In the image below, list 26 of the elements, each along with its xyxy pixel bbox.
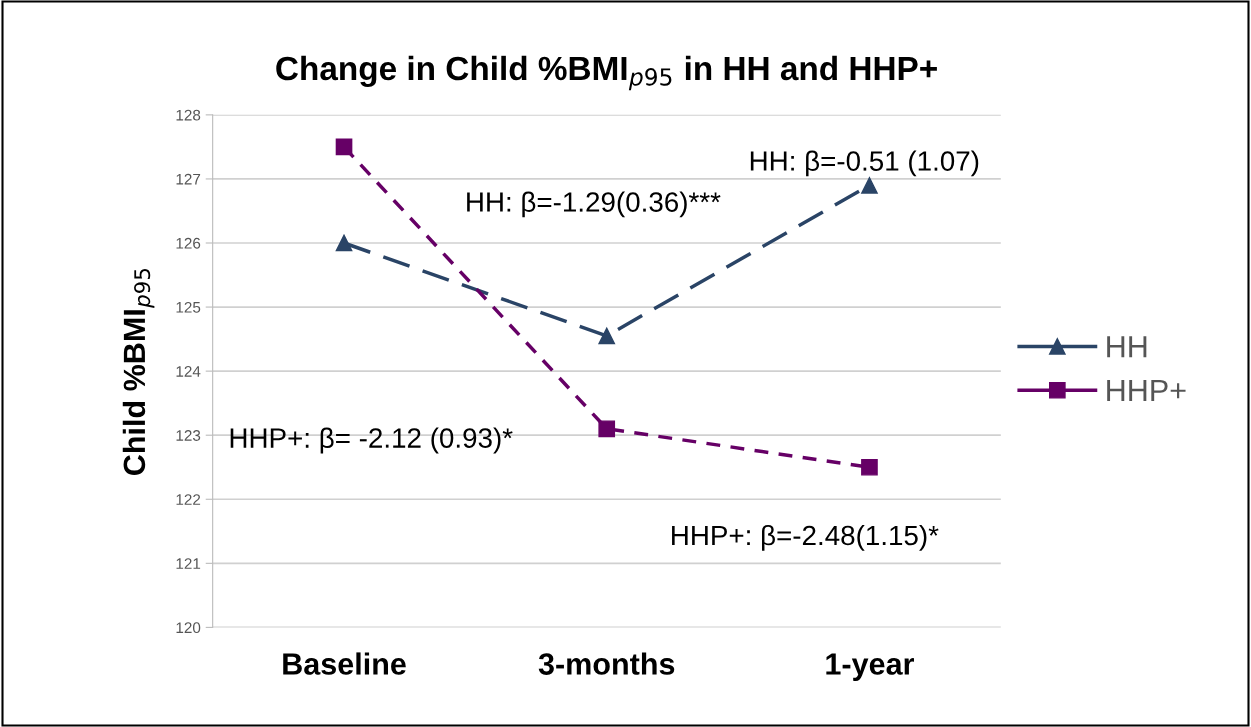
y-tick-label: 120 [176, 622, 201, 634]
y-tick-label: 127 [176, 173, 201, 185]
legend-label: HH [1107, 336, 1147, 358]
annotation: HH: β=-1.29(0.36)*** [467, 191, 721, 218]
y-tick-label: 121 [176, 558, 201, 569]
point [861, 458, 878, 476]
y-tick-label: 122 [176, 494, 201, 505]
point [598, 420, 616, 438]
x-tick-label: Baseline [283, 652, 406, 675]
legend-label: HHP+ [1107, 379, 1186, 401]
y-tick-label: 123 [176, 430, 201, 441]
point [335, 138, 353, 156]
point [861, 177, 878, 194]
annotation: HHP+: β= -2.12 (0.93)* [230, 427, 513, 454]
point [335, 234, 353, 252]
x-tick-label: 3-months [538, 652, 675, 675]
chart-title: Change in Child %BMI$_{p95}$ in HH and HHP+ [276, 55, 937, 91]
y-tick-label: 126 [176, 237, 201, 249]
y-axis-title: Child %BMI$_{p95}$ [122, 268, 155, 475]
y-tick-label: 124 [176, 366, 201, 377]
point [598, 327, 616, 345]
y-tick-label: 125 [176, 301, 201, 313]
annotation: HHP+: β=-2.48(1.15)* [672, 524, 939, 551]
annotation: HH: β=-0.51 (1.07) [750, 150, 979, 177]
y-tick-label: 128 [176, 109, 201, 121]
x-tick-label: 1-year [826, 653, 915, 681]
